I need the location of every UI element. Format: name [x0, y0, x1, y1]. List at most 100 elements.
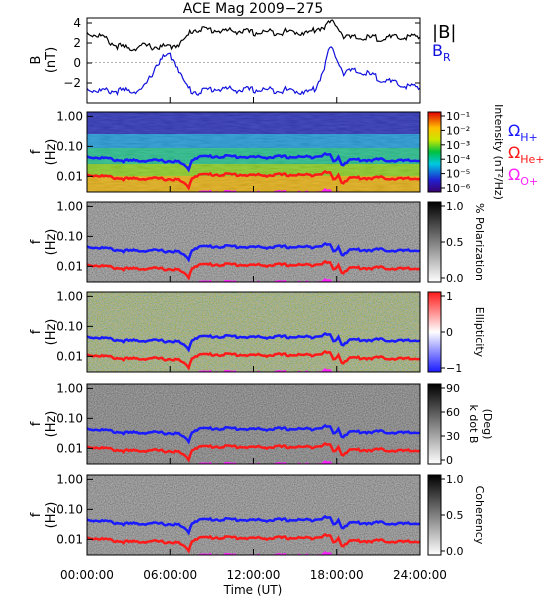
h-plus-cyclotron-line	[87, 514, 420, 536]
coherency-y-axis: 1.00 0.10 0.01	[56, 472, 93, 546]
colorbar-tick-label: 90	[446, 382, 460, 395]
total-field-line	[87, 19, 420, 52]
mag-ylabel-unit: (nT)	[44, 47, 59, 73]
colorbar-tick-label: 10⁻⁴	[446, 153, 471, 166]
ellipticity-colorbar-label: Ellipticity	[473, 307, 486, 358]
kdotb-texture	[87, 384, 420, 464]
colorbar-tick-label: 1.0	[446, 473, 464, 486]
freq-tick-label: 1.00	[56, 472, 83, 486]
ion-legend-entry: ΩO+	[508, 165, 538, 188]
freq-tick-label: 1.00	[56, 289, 83, 303]
mag-y-tick-label: 2	[73, 36, 81, 50]
colorbar-tick-label: 0.0	[446, 545, 464, 558]
ellipticity-colorbar-ticks: 1 0 −1	[441, 290, 462, 375]
intensity-texture	[87, 112, 420, 192]
intensity-ylabel-main: f	[29, 149, 44, 154]
he-plus-cyclotron-line	[87, 441, 420, 463]
ion-legend-entry: ΩHe+	[508, 143, 545, 166]
time-tick-label: 12:00:00	[227, 568, 281, 582]
intensity-y-axis: 1.00 0.10 0.01	[56, 109, 93, 183]
ion-legend-entry: ΩH+	[508, 121, 538, 144]
intensity-colorbar-label: Intensity (nT²/Hz)	[492, 104, 505, 200]
ion-legend-symbol: Ω	[508, 165, 520, 184]
legend-radial-sub: R	[443, 51, 451, 64]
freq-tick-label: 1.00	[56, 381, 83, 395]
ion-legend-symbol: Ω	[508, 143, 520, 162]
time-tick-label: 18:00:00	[310, 568, 364, 582]
coherency-ylabel-unit: (Hz)	[44, 502, 59, 529]
figure-title: ACE Mag 2009−275	[183, 1, 323, 17]
polarization-y-axis: 1.00 0.10 0.01	[56, 199, 93, 273]
h-plus-cyclotron-line	[87, 241, 420, 263]
coherency-colorbar-ticks: 1.0 0.5 0.0	[441, 473, 464, 558]
polarization-ylabel-main: f	[29, 239, 44, 244]
coherency-texture	[87, 475, 420, 555]
time-tick-label: 06:00:00	[143, 568, 197, 582]
kdotb-ylabel-unit: (Hz)	[44, 411, 59, 438]
h-plus-cyclotron-line	[87, 423, 420, 445]
polarization-texture	[87, 202, 420, 282]
ion-legend-sub: H+	[520, 131, 538, 144]
freq-tick-label: 0.10	[56, 411, 83, 425]
colorbar-tick-label: 0	[446, 326, 453, 339]
kdotb-colorbar-label-main: k dot B	[467, 405, 480, 444]
freq-tick-label: 0.10	[56, 502, 83, 516]
colorbar-tick-label: 30	[446, 430, 460, 443]
ellipticity-y-axis: 1.00 0.10 0.01	[56, 289, 93, 363]
freq-tick-label: 1.00	[56, 199, 83, 213]
ion-legend-symbol: Ω	[508, 121, 520, 140]
ellipticity-ylabel-main: f	[29, 329, 44, 334]
legend-radial-main: B	[432, 41, 443, 60]
colorbar-tick-label: 10⁻¹	[446, 110, 470, 123]
freq-tick-label: 0.01	[56, 169, 83, 183]
polarization-colorbar-ticks: 1.0 0.5 0.0	[441, 200, 464, 285]
he-plus-cyclotron-line	[87, 349, 420, 371]
freq-tick-label: 0.01	[56, 259, 83, 273]
freq-tick-label: 1.00	[56, 109, 83, 123]
colorbar-tick-label: 10⁻⁶	[446, 182, 471, 195]
colorbar-tick-label: 10⁻⁵	[446, 168, 470, 181]
time-axis-label: Time (UT)	[223, 583, 283, 597]
freq-tick-label: 0.01	[56, 532, 83, 546]
colorbar-tick-label: 1	[446, 290, 453, 303]
legend-total-field: |B|	[432, 22, 456, 43]
kdotb-panel: 1.00 0.10 0.01 f (Hz) 90 60 30 0 k dot B (Deg…	[29, 381, 494, 467]
ion-legend-sub: O+	[520, 175, 538, 188]
ellipticity-colorbar	[427, 291, 442, 373]
coherency-panel: 1.00 0.10 0.01 f (Hz) 1.0 0.5 0.0 Coherency	[29, 472, 486, 558]
time-axis: 00:00:00 06:00:00 12:00:00 18:00:00 24:00:00	[60, 97, 447, 582]
mag-y-tick-label: 0	[73, 56, 81, 70]
he-plus-cyclotron-line	[87, 259, 420, 281]
ellipticity-ylabel-unit: (Hz)	[44, 319, 59, 346]
kdotb-ylabel-main: f	[29, 421, 44, 426]
freq-tick-label: 0.10	[56, 229, 83, 243]
kdotb-y-axis: 1.00 0.10 0.01	[56, 381, 93, 455]
freq-tick-label: 0.01	[56, 441, 83, 455]
polarization-colorbar	[427, 201, 442, 283]
colorbar-tick-label: 10⁻²	[446, 124, 470, 137]
colorbar-tick-label: −1	[446, 362, 462, 375]
coherency-colorbar-label: Coherency	[473, 486, 486, 545]
ellipticity-blue-texture	[87, 292, 420, 372]
freq-tick-label: 0.10	[56, 139, 83, 153]
ellipticity-panel: 1.00 0.10 0.01 f (Hz) 1 0 −1 Ellipticity	[29, 289, 486, 375]
time-tick-label: 24:00:00	[393, 568, 447, 582]
ion-legend: ΩH+ΩHe+ΩO+	[508, 121, 545, 188]
colorbar-tick-label: 10⁻³	[446, 139, 470, 152]
kdotb-colorbar	[427, 383, 442, 465]
intensity-colorbar-ticks: 10⁻¹10⁻² 10⁻³10⁻⁴ 10⁻⁵10⁻⁶	[441, 110, 471, 195]
he-plus-cyclotron-line	[87, 532, 420, 554]
freq-tick-label: 0.10	[56, 319, 83, 333]
intensity-panel: 1.00 0.10 0.01 f (Hz) 10⁻¹10⁻² 10⁻³10⁻⁴ 10⁻⁵…	[29, 104, 545, 200]
mag-ylabel-main: B	[29, 56, 44, 65]
coherency-colorbar	[427, 474, 442, 556]
polarization-panel: 1.00 0.10 0.01 f (Hz) 1.0 0.5 0.0 % Polariza…	[29, 199, 486, 285]
kdotb-colorbar-ticks: 90 60 30 0	[441, 382, 460, 467]
he-plus-cyclotron-line	[87, 169, 420, 191]
colorbar-tick-label: 0.5	[446, 236, 464, 249]
colorbar-tick-label: 1.0	[446, 200, 464, 213]
h-plus-cyclotron-line	[87, 331, 420, 353]
kdotb-colorbar-label-unit: (Deg)	[481, 409, 494, 440]
ion-legend-sub: He+	[520, 153, 544, 166]
